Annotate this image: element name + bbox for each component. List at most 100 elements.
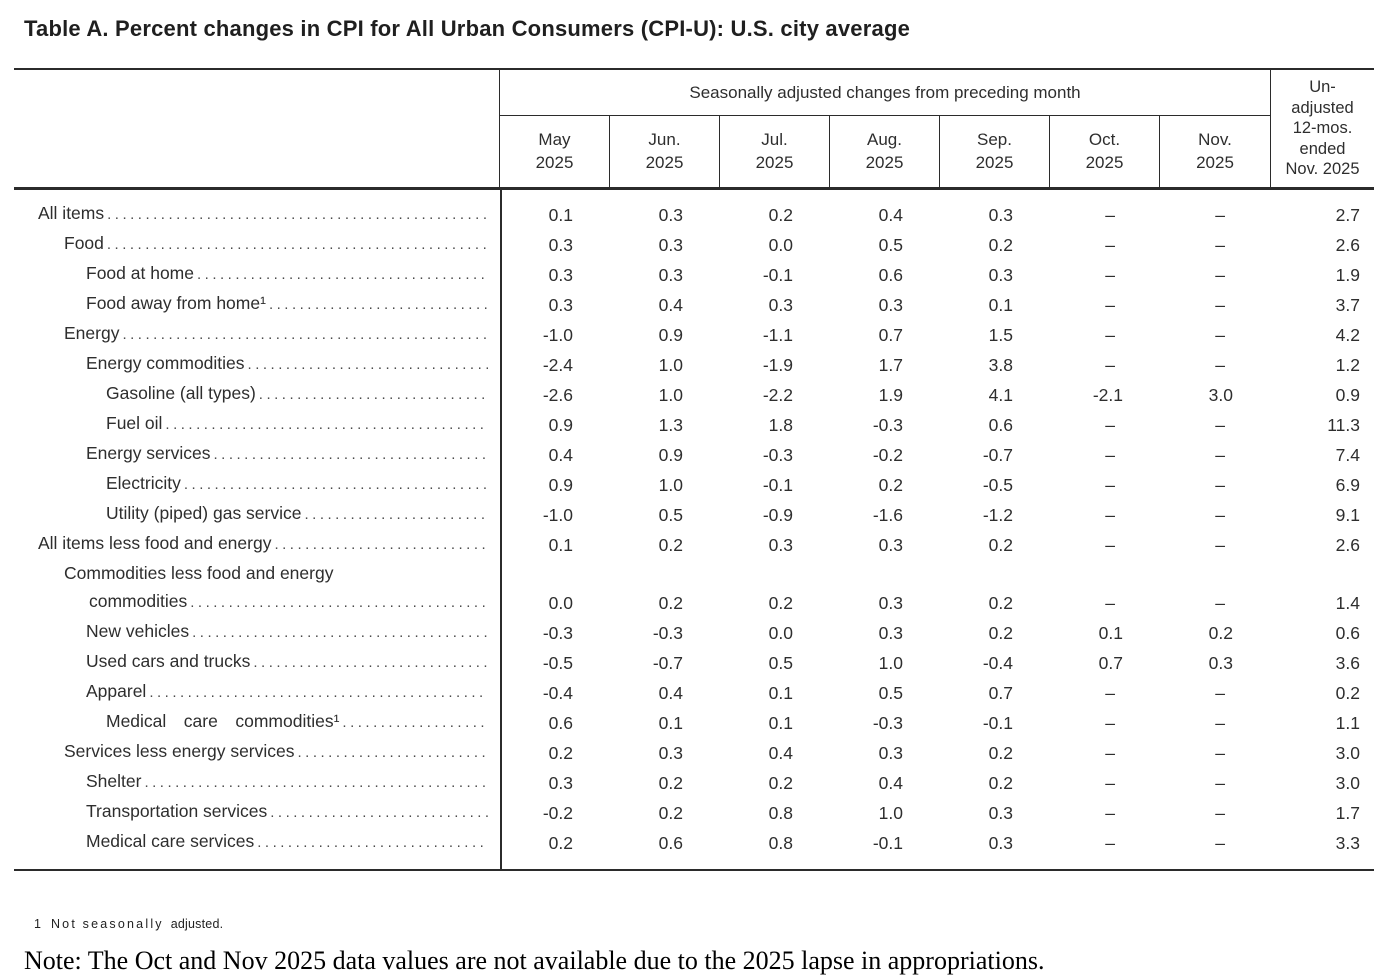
table-row: Food away from home¹ 0.3 0.4 0.3 0.3 0.1 – – 3.7 [14, 289, 1374, 319]
value-cell: 0.3 [988, 205, 1013, 225]
value-cell: – [1215, 535, 1225, 555]
row-label: Energy commodities [14, 349, 500, 379]
row-label-text: Energy services [86, 443, 211, 463]
value-cell: 0.3 [548, 295, 573, 315]
value-cell-12mo: 2.6 [1335, 235, 1360, 255]
value-cell: 0.3 [548, 265, 573, 285]
value-cell: -0.9 [762, 505, 793, 525]
value-cell: -0.7 [652, 653, 683, 673]
value-cell: – [1215, 683, 1225, 703]
value-cell: – [1215, 713, 1225, 733]
column-header-month: Sep. 2025 [940, 116, 1050, 187]
value-cell: 0.2 [658, 773, 683, 793]
value-cell: 0.7 [1098, 653, 1123, 673]
value-cell: -0.2 [542, 803, 573, 823]
value-cell: 0.0 [768, 623, 793, 643]
dot-leader [104, 231, 488, 259]
row-label: Used cars and trucks [14, 647, 500, 677]
row-label: All items [14, 199, 500, 229]
row-label-text: Commodities less food and energy [64, 563, 334, 583]
value-cell: 0.9 [548, 475, 573, 495]
value-cell: -0.5 [542, 653, 573, 673]
row-label-header-cell [14, 70, 500, 187]
value-cell-12mo: 3.0 [1335, 743, 1360, 763]
dot-leader [211, 441, 489, 469]
value-cell-12mo: 2.6 [1335, 535, 1360, 555]
cpi-table: Seasonally adjusted changes from precedi… [14, 68, 1374, 871]
row-label-text: Used cars and trucks [86, 651, 251, 671]
value-cell: 3.8 [988, 355, 1013, 375]
value-cell: -2.6 [542, 385, 573, 405]
dot-leader [245, 351, 488, 379]
value-cell: – [1105, 295, 1115, 315]
value-cell: 0.9 [658, 325, 683, 345]
group-header-cell: Seasonally adjusted changes from precedi… [500, 70, 1270, 116]
row-label-text: Food away from home¹ [86, 293, 266, 313]
value-cell: 0.3 [988, 803, 1013, 823]
value-cell: – [1105, 803, 1115, 823]
value-cell: -2.2 [762, 385, 793, 405]
value-cell-12mo: 3.0 [1335, 773, 1360, 793]
row-label: Transportation services [14, 797, 500, 827]
value-cell: 0.5 [768, 653, 793, 673]
column-header-month: Aug. 2025 [830, 116, 940, 187]
value-cell-12mo: 1.1 [1335, 713, 1360, 733]
value-cell: 0.9 [548, 415, 573, 435]
table-row: Energy services 0.4 0.9 -0.3 -0.2 -0.7 – – 7.4 [14, 439, 1374, 469]
dot-leader [339, 709, 488, 737]
value-cell: 0.2 [658, 535, 683, 555]
table-header: Seasonally adjusted changes from precedi… [14, 70, 1374, 190]
table-row: Food 0.3 0.3 0.0 0.5 0.2 – – 2.6 [14, 229, 1374, 259]
value-cell: – [1215, 593, 1225, 613]
value-cell: -1.2 [982, 505, 1013, 525]
value-cell: 0.0 [548, 593, 573, 613]
table-row: New vehicles -0.3 -0.3 0.0 0.3 0.2 0.1 0.2 0.6 [14, 617, 1374, 647]
value-cell: 0.2 [548, 743, 573, 763]
table-row: Energy -1.0 0.9 -1.1 0.7 1.5 – – 4.2 [14, 319, 1374, 349]
value-cell: – [1105, 773, 1115, 793]
dot-leader [141, 769, 488, 797]
row-label: Apparel [14, 677, 500, 707]
value-cell: 0.8 [768, 833, 793, 853]
value-cell: – [1105, 535, 1115, 555]
value-cell: – [1215, 773, 1225, 793]
footnote-marker: 1 [34, 917, 42, 931]
table-row: Gasoline (all types) -2.6 1.0 -2.2 1.9 4.1 -2.… [14, 379, 1374, 409]
value-cell: 0.1 [548, 205, 573, 225]
value-cell: 0.3 [878, 623, 903, 643]
dot-leader [295, 739, 489, 767]
row-label-text: Medical care services [86, 831, 255, 851]
table-row: Medical care services 0.2 0.6 0.8 -0.1 0.3 – – 3… [14, 827, 1374, 857]
column-header-month: Jun. 2025 [610, 116, 720, 187]
value-cell-12mo: 1.9 [1335, 265, 1360, 285]
value-cell: -0.1 [762, 475, 793, 495]
table-row: Used cars and trucks -0.5 -0.7 0.5 1.0 -0.4 0.… [14, 647, 1374, 677]
value-cell: -0.3 [762, 445, 793, 465]
value-cell: 0.2 [988, 623, 1013, 643]
value-cell: 0.1 [1098, 623, 1123, 643]
value-cell: – [1215, 803, 1225, 823]
value-cell: -1.6 [872, 505, 903, 525]
footnote-text: adjusted. [170, 917, 224, 931]
value-cell: 1.0 [658, 355, 683, 375]
row-label-text: Shelter [86, 771, 142, 791]
value-cell: -1.9 [762, 355, 793, 375]
row-label-text: Medical care commodities¹ [106, 711, 340, 731]
row-label-text: commodities [89, 591, 188, 611]
value-cell: 0.1 [768, 713, 793, 733]
value-cell: 0.3 [878, 535, 903, 555]
value-cell: 0.7 [878, 325, 903, 345]
value-cell-12mo: 6.9 [1335, 475, 1360, 495]
value-cell: – [1215, 743, 1225, 763]
value-cell: -2.4 [542, 355, 573, 375]
value-cell: 0.3 [988, 833, 1013, 853]
value-cell: -0.1 [762, 265, 793, 285]
row-label-text: Gasoline (all types) [106, 383, 256, 403]
value-cell-12mo: 7.4 [1335, 445, 1360, 465]
row-label-text: Energy [64, 323, 120, 343]
value-cell: 0.3 [768, 535, 793, 555]
row-label-text: Services less energy services [64, 741, 295, 761]
footnote: 1 Not seasonally adjusted. [34, 917, 1374, 931]
value-cell: 0.5 [878, 235, 903, 255]
availability-note: Note: The Oct and Nov 2025 data values a… [24, 946, 1045, 975]
